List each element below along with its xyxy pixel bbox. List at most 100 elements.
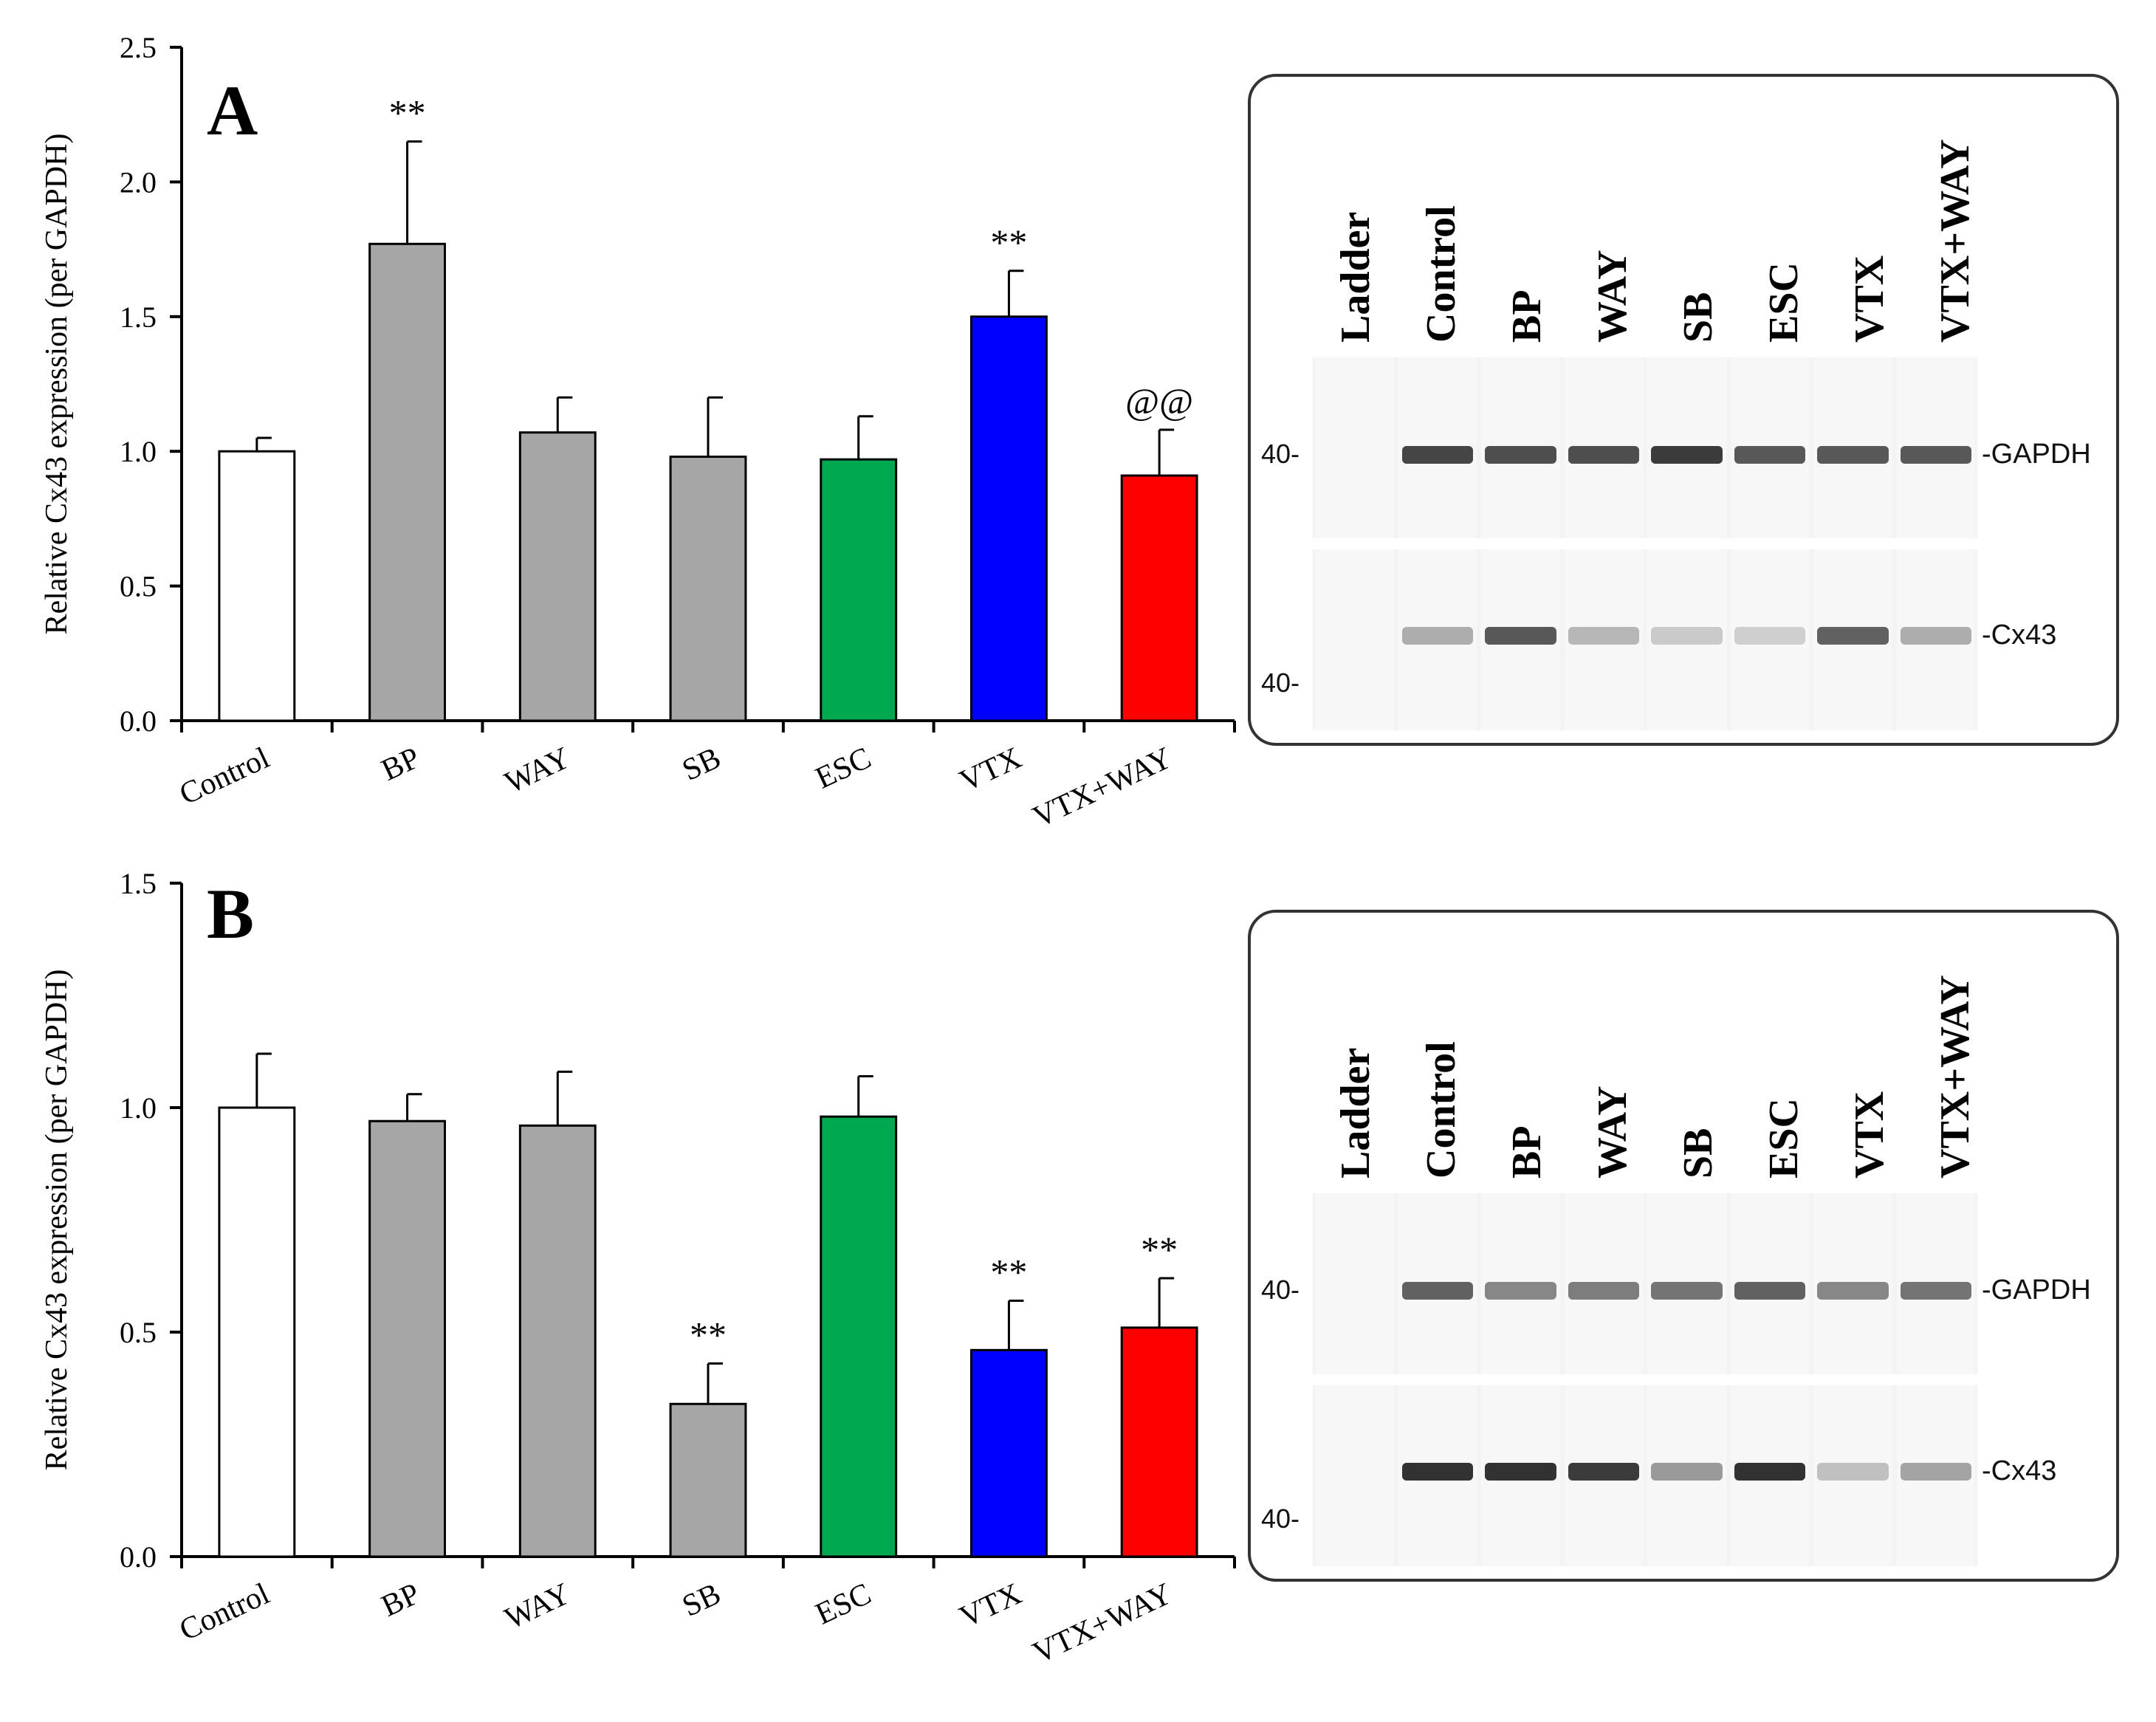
lane-label: VTX [1847, 1091, 1892, 1179]
y-axis-label: Relative Cx43 expression (per GAPDH) [40, 134, 74, 635]
x-tick-label: ESC [811, 1577, 876, 1631]
lane-label: BP [1504, 1125, 1550, 1179]
band-label-gapdh: -GAPDH [1982, 1275, 2091, 1306]
y-tick-label: 2.5 [120, 31, 157, 64]
x-tick-label: VTX+WAY [1028, 1577, 1177, 1670]
x-tick-label: BP [377, 1577, 425, 1623]
lane-label: BP [1504, 289, 1550, 343]
panel-letter: B [207, 874, 254, 953]
blot-band [1568, 446, 1639, 464]
y-tick-label: 1.5 [120, 867, 157, 900]
lane-label: VTX [1847, 255, 1892, 343]
lane-label: VTX+WAY [1932, 975, 1978, 1179]
x-tick-label: Control [174, 1577, 275, 1647]
x-tick-label: WAY [500, 1577, 576, 1636]
x-tick-label: ESC [811, 741, 876, 795]
x-tick-label: VTX [955, 741, 1027, 798]
blot-band [1734, 446, 1805, 464]
x-tick-label: VTX+WAY [1028, 741, 1177, 834]
molecular-weight-marker: 40- [1261, 439, 1300, 469]
bar-vtx [970, 1348, 1048, 1558]
western-blot-panel-a: Ladder Control BP WAY SB ESC VTX VTX+WAY -GAPDH 4… [1248, 74, 2119, 746]
blot-band [1817, 1463, 1889, 1481]
western-blot-panel-b: Ladder Control BP WAY SB ESC VTX VTX+WAY -GAPDH 4… [1248, 910, 2119, 1582]
y-tick-label: 1.0 [120, 435, 157, 468]
blot-band [1817, 446, 1889, 464]
blot-band [1651, 1463, 1723, 1481]
blot-band [1568, 1463, 1639, 1481]
significance-marker: ** [990, 222, 1027, 263]
lane-label: WAY [1590, 1085, 1635, 1179]
bar-way [518, 431, 597, 722]
band-label-gapdh: -GAPDH [1982, 439, 2091, 470]
bar-chart-panel-a: A 0.0 0.5 1.0 1.5 2.0 2.5 Relative Cx43 express… [40, 31, 1236, 834]
molecular-weight-marker: 40- [1261, 668, 1300, 698]
blot-band [1900, 446, 1971, 464]
blot-band [1734, 1463, 1805, 1481]
lane-label: ESC [1761, 262, 1807, 343]
blot-band [1900, 1463, 1971, 1481]
blot-lane [1315, 1385, 1394, 1566]
lane-label: Ladder [1333, 1047, 1379, 1179]
significance-marker: @@ [1125, 380, 1193, 422]
blot-band [1817, 627, 1889, 645]
bar-bp [368, 242, 446, 722]
y-tick-label: 0.5 [120, 1316, 157, 1349]
molecular-weight-marker: 40- [1261, 1275, 1300, 1305]
y-tick-label: 1.0 [120, 1091, 157, 1125]
blot-band [1485, 1282, 1556, 1300]
bar-esc [820, 458, 898, 722]
blot-band [1900, 627, 1971, 645]
blot-band [1485, 1463, 1556, 1481]
lane-label: SB [1675, 292, 1721, 343]
blot-band [1651, 446, 1723, 464]
x-tick-label: WAY [500, 741, 576, 800]
blot-band [1734, 1282, 1805, 1300]
y-tick-label: 1.5 [120, 301, 157, 334]
panel-letter: A [207, 71, 258, 150]
blot-band [1568, 1282, 1639, 1300]
bar-sb [669, 1402, 747, 1558]
significance-marker: ** [389, 92, 426, 134]
bar-control [218, 1106, 296, 1558]
bar-way [518, 1124, 597, 1558]
blot-band [1651, 627, 1723, 645]
lane-label: Ladder [1333, 211, 1379, 343]
blot-band [1401, 1282, 1473, 1300]
bar-sb [669, 455, 747, 722]
blot-lane [1315, 549, 1394, 730]
blot-lane [1315, 1193, 1394, 1374]
y-tick-label: 0.0 [120, 1540, 157, 1574]
lane-label: VTX+WAY [1932, 139, 1978, 343]
blot-band [1900, 1282, 1971, 1300]
blot-lane [1315, 357, 1394, 538]
y-tick-label: 0.5 [120, 570, 157, 603]
y-tick-label: 0.0 [120, 704, 157, 738]
bar-control [218, 450, 296, 722]
x-tick-label: SB [677, 741, 726, 787]
blot-band [1734, 627, 1805, 645]
band-label-cx43: -Cx43 [1982, 620, 2057, 651]
lane-label: SB [1675, 1128, 1721, 1179]
significance-marker: ** [1141, 1229, 1178, 1270]
lane-label: ESC [1761, 1098, 1807, 1179]
blot-band [1401, 627, 1473, 645]
bar-bp [368, 1119, 446, 1558]
blot-band [1401, 446, 1473, 464]
x-tick-label: Control [174, 741, 275, 812]
blot-band [1568, 627, 1639, 645]
x-tick-label: SB [677, 1577, 726, 1623]
molecular-weight-marker: 40- [1261, 1503, 1300, 1534]
x-tick-label: BP [377, 741, 425, 787]
y-tick-label: 2.0 [120, 165, 157, 199]
bar-chart-panel-b: B 0.0 0.5 1.0 1.5 Relative Cx43 expression (p… [40, 867, 1236, 1670]
band-label-cx43: -Cx43 [1982, 1455, 2057, 1486]
lane-label: Control [1418, 205, 1464, 343]
bar-vtx-way [1120, 1326, 1198, 1558]
blot-band [1817, 1282, 1889, 1300]
lane-label: Control [1418, 1041, 1464, 1179]
x-tick-label: VTX [955, 1577, 1027, 1634]
lane-label: WAY [1590, 250, 1635, 343]
bar-vtx-way [1120, 474, 1198, 722]
